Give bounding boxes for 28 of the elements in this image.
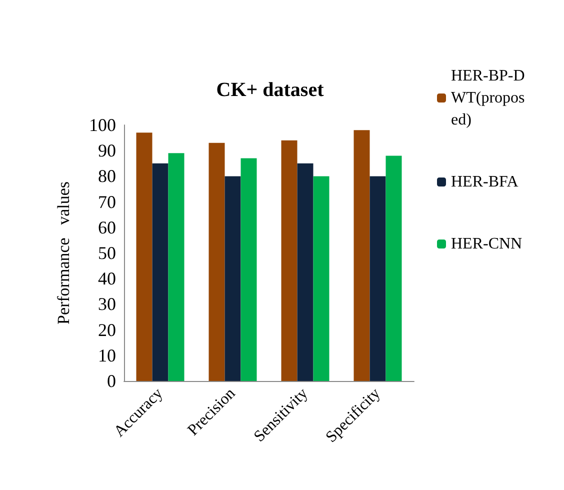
y-tick-label: 80 <box>98 166 116 186</box>
y-tick-label: 20 <box>98 320 116 340</box>
y-tick-label: 40 <box>98 268 116 289</box>
bar <box>370 176 386 381</box>
bar <box>152 163 168 381</box>
bar <box>281 140 298 381</box>
legend-label: HER-CNN <box>451 236 523 252</box>
bar <box>297 163 314 381</box>
y-tick-label: 60 <box>98 217 116 238</box>
y-tick-label: 0 <box>107 371 116 391</box>
chart-title: CK+ dataset <box>216 79 324 101</box>
y-tick-label: 70 <box>98 192 116 212</box>
legend-label: HER-BFA <box>451 174 519 190</box>
y-tick-label: 30 <box>98 294 116 314</box>
bar <box>240 158 257 381</box>
y-tick-label: 10 <box>98 345 116 366</box>
y-tick-label: 90 <box>98 140 116 161</box>
y-axis-title: Performance values <box>54 181 73 325</box>
bar <box>168 153 184 381</box>
bar <box>136 132 152 381</box>
bar <box>354 130 370 381</box>
y-tick-label: 100 <box>89 115 116 135</box>
bar <box>386 156 402 381</box>
legend-label: HER-BP-DWT(proposed) <box>451 68 525 128</box>
bar <box>224 176 241 381</box>
bar <box>313 176 330 381</box>
bar <box>208 142 225 381</box>
y-tick-label: 50 <box>98 243 116 263</box>
